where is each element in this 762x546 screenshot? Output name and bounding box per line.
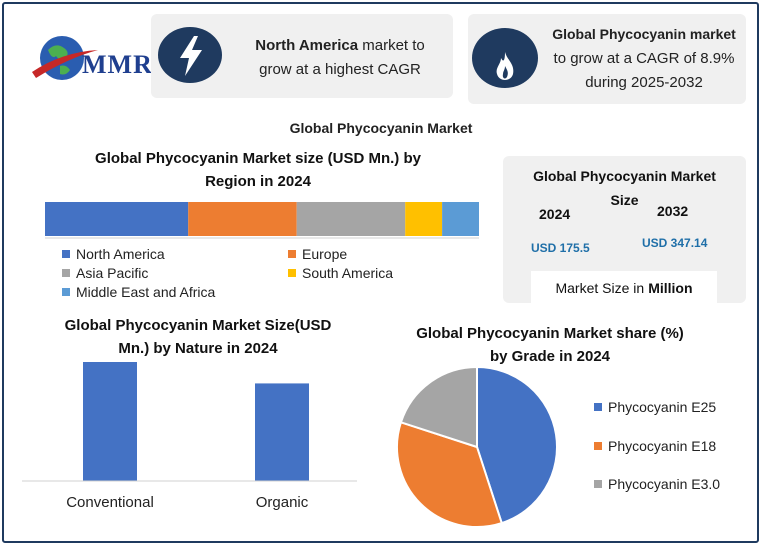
nature-tick-label: Organic (256, 494, 309, 511)
year-2032: 2032 (657, 203, 689, 219)
market-size-card: Global Phycocyanin Market Size 2024 2032… (503, 156, 746, 305)
pie-slice-2 (399, 365, 478, 449)
legend-swatch (62, 269, 70, 277)
grade-title-line2: by Grade in 2024 (489, 348, 611, 365)
nature-chart-title: Global Phycocyanin Market Size(USD Mn.) … (40, 314, 356, 360)
value-2024: USD 175.5 (531, 241, 590, 255)
nature-tick-label: Conventional (66, 494, 154, 511)
region-bar-segment-1 (188, 202, 297, 236)
legend-swatch (62, 250, 70, 258)
mmr-logo: MMR (30, 28, 152, 90)
lightning-icon (180, 36, 202, 76)
flame-icon (496, 52, 514, 80)
size-card-title: Global Phycocyanin Market Size (503, 164, 746, 212)
market-size-unit: Market Size in Million (531, 271, 717, 305)
pie-slice-1 (396, 421, 503, 528)
region-legend-item: Asia Pacific (62, 265, 148, 281)
legend-swatch (594, 480, 602, 488)
globe-icon (32, 36, 98, 80)
nature-bar-1 (255, 383, 309, 481)
card2-text: Global Phycocyanin market to grow at a C… (542, 22, 746, 95)
region-bar-segment-2 (296, 202, 406, 236)
legend-label: North America (76, 246, 165, 262)
highlight-card-region: North America market to grow at a highes… (151, 14, 453, 98)
legend-label: Phycocyanin E18 (608, 438, 717, 454)
page-title: Global Phycocyanin Market (289, 120, 473, 136)
legend-label: South America (302, 265, 394, 281)
region-title-line1: Global Phycocyanin Market size (USD Mn.)… (95, 150, 421, 167)
region-bar-segment-0 (45, 202, 189, 236)
legend-label: Phycocyanin E25 (608, 399, 717, 415)
legend-swatch (288, 269, 296, 277)
legend-swatch (594, 403, 602, 411)
size-title-line2: Size (610, 192, 639, 208)
nature-bar-chart: Conventional Organic (22, 362, 357, 511)
card2-line1: Global Phycocyanin market (552, 26, 736, 42)
region-legend-item: Europe (288, 246, 347, 262)
card2-line2: to grow at a CAGR of 8.9% (553, 50, 735, 67)
year-2024: 2024 (539, 206, 571, 222)
region-legend-item: Middle East and Africa (62, 284, 215, 300)
region-bar-segment-4 (442, 202, 479, 236)
region-legend-item: South America (288, 265, 393, 281)
legend-label: Asia Pacific (76, 265, 149, 281)
highlight-card-cagr: Global Phycocyanin market to grow at a C… (468, 14, 746, 104)
region-chart-title: Global Phycocyanin Market size (USD Mn.)… (80, 147, 436, 193)
nature-title-line1: Global Phycocyanin Market Size(USD (64, 317, 332, 334)
grade-chart-title: Global Phycocyanin Market share (%) by G… (400, 322, 700, 368)
grade-legend-item: Phycocyanin E25 (594, 399, 716, 415)
size-title-line1: Global Phycocyanin Market (533, 168, 716, 184)
region-title-line2: Region in 2024 (205, 173, 311, 190)
grade-legend-item: Phycocyanin E3.0 (594, 476, 720, 492)
card2-line3: during 2025-2032 (585, 74, 703, 91)
region-stacked-bar (45, 202, 479, 239)
unit-bold: Million (648, 280, 693, 296)
legend-label: Europe (302, 246, 348, 262)
nature-bar-0 (83, 362, 137, 481)
card1-rest: market to (358, 37, 425, 54)
unit-prefix: Market Size in (555, 280, 645, 296)
grade-pie-chart (396, 365, 558, 528)
card1-text: North America market to grow at a highes… (233, 34, 447, 82)
card1-bold: North America (255, 37, 359, 54)
region-legend-item: North America (62, 246, 165, 262)
grade-legend-item: Phycocyanin E18 (594, 438, 716, 454)
region-bar-segment-3 (405, 202, 443, 236)
nature-title-line2: Mn.) by Nature in 2024 (118, 340, 278, 357)
value-2032: USD 347.14 (642, 236, 708, 250)
card1-line2: grow at a highest CAGR (259, 61, 421, 78)
legend-swatch (288, 250, 296, 258)
pie-slice-0 (476, 365, 558, 525)
legend-label: Middle East and Africa (76, 284, 216, 300)
legend-swatch (62, 288, 70, 296)
legend-label: Phycocyanin E3.0 (608, 476, 721, 492)
grade-title-line1: Global Phycocyanin Market share (%) (416, 325, 684, 342)
logo-text: MMR (82, 50, 153, 79)
legend-swatch (594, 442, 602, 450)
